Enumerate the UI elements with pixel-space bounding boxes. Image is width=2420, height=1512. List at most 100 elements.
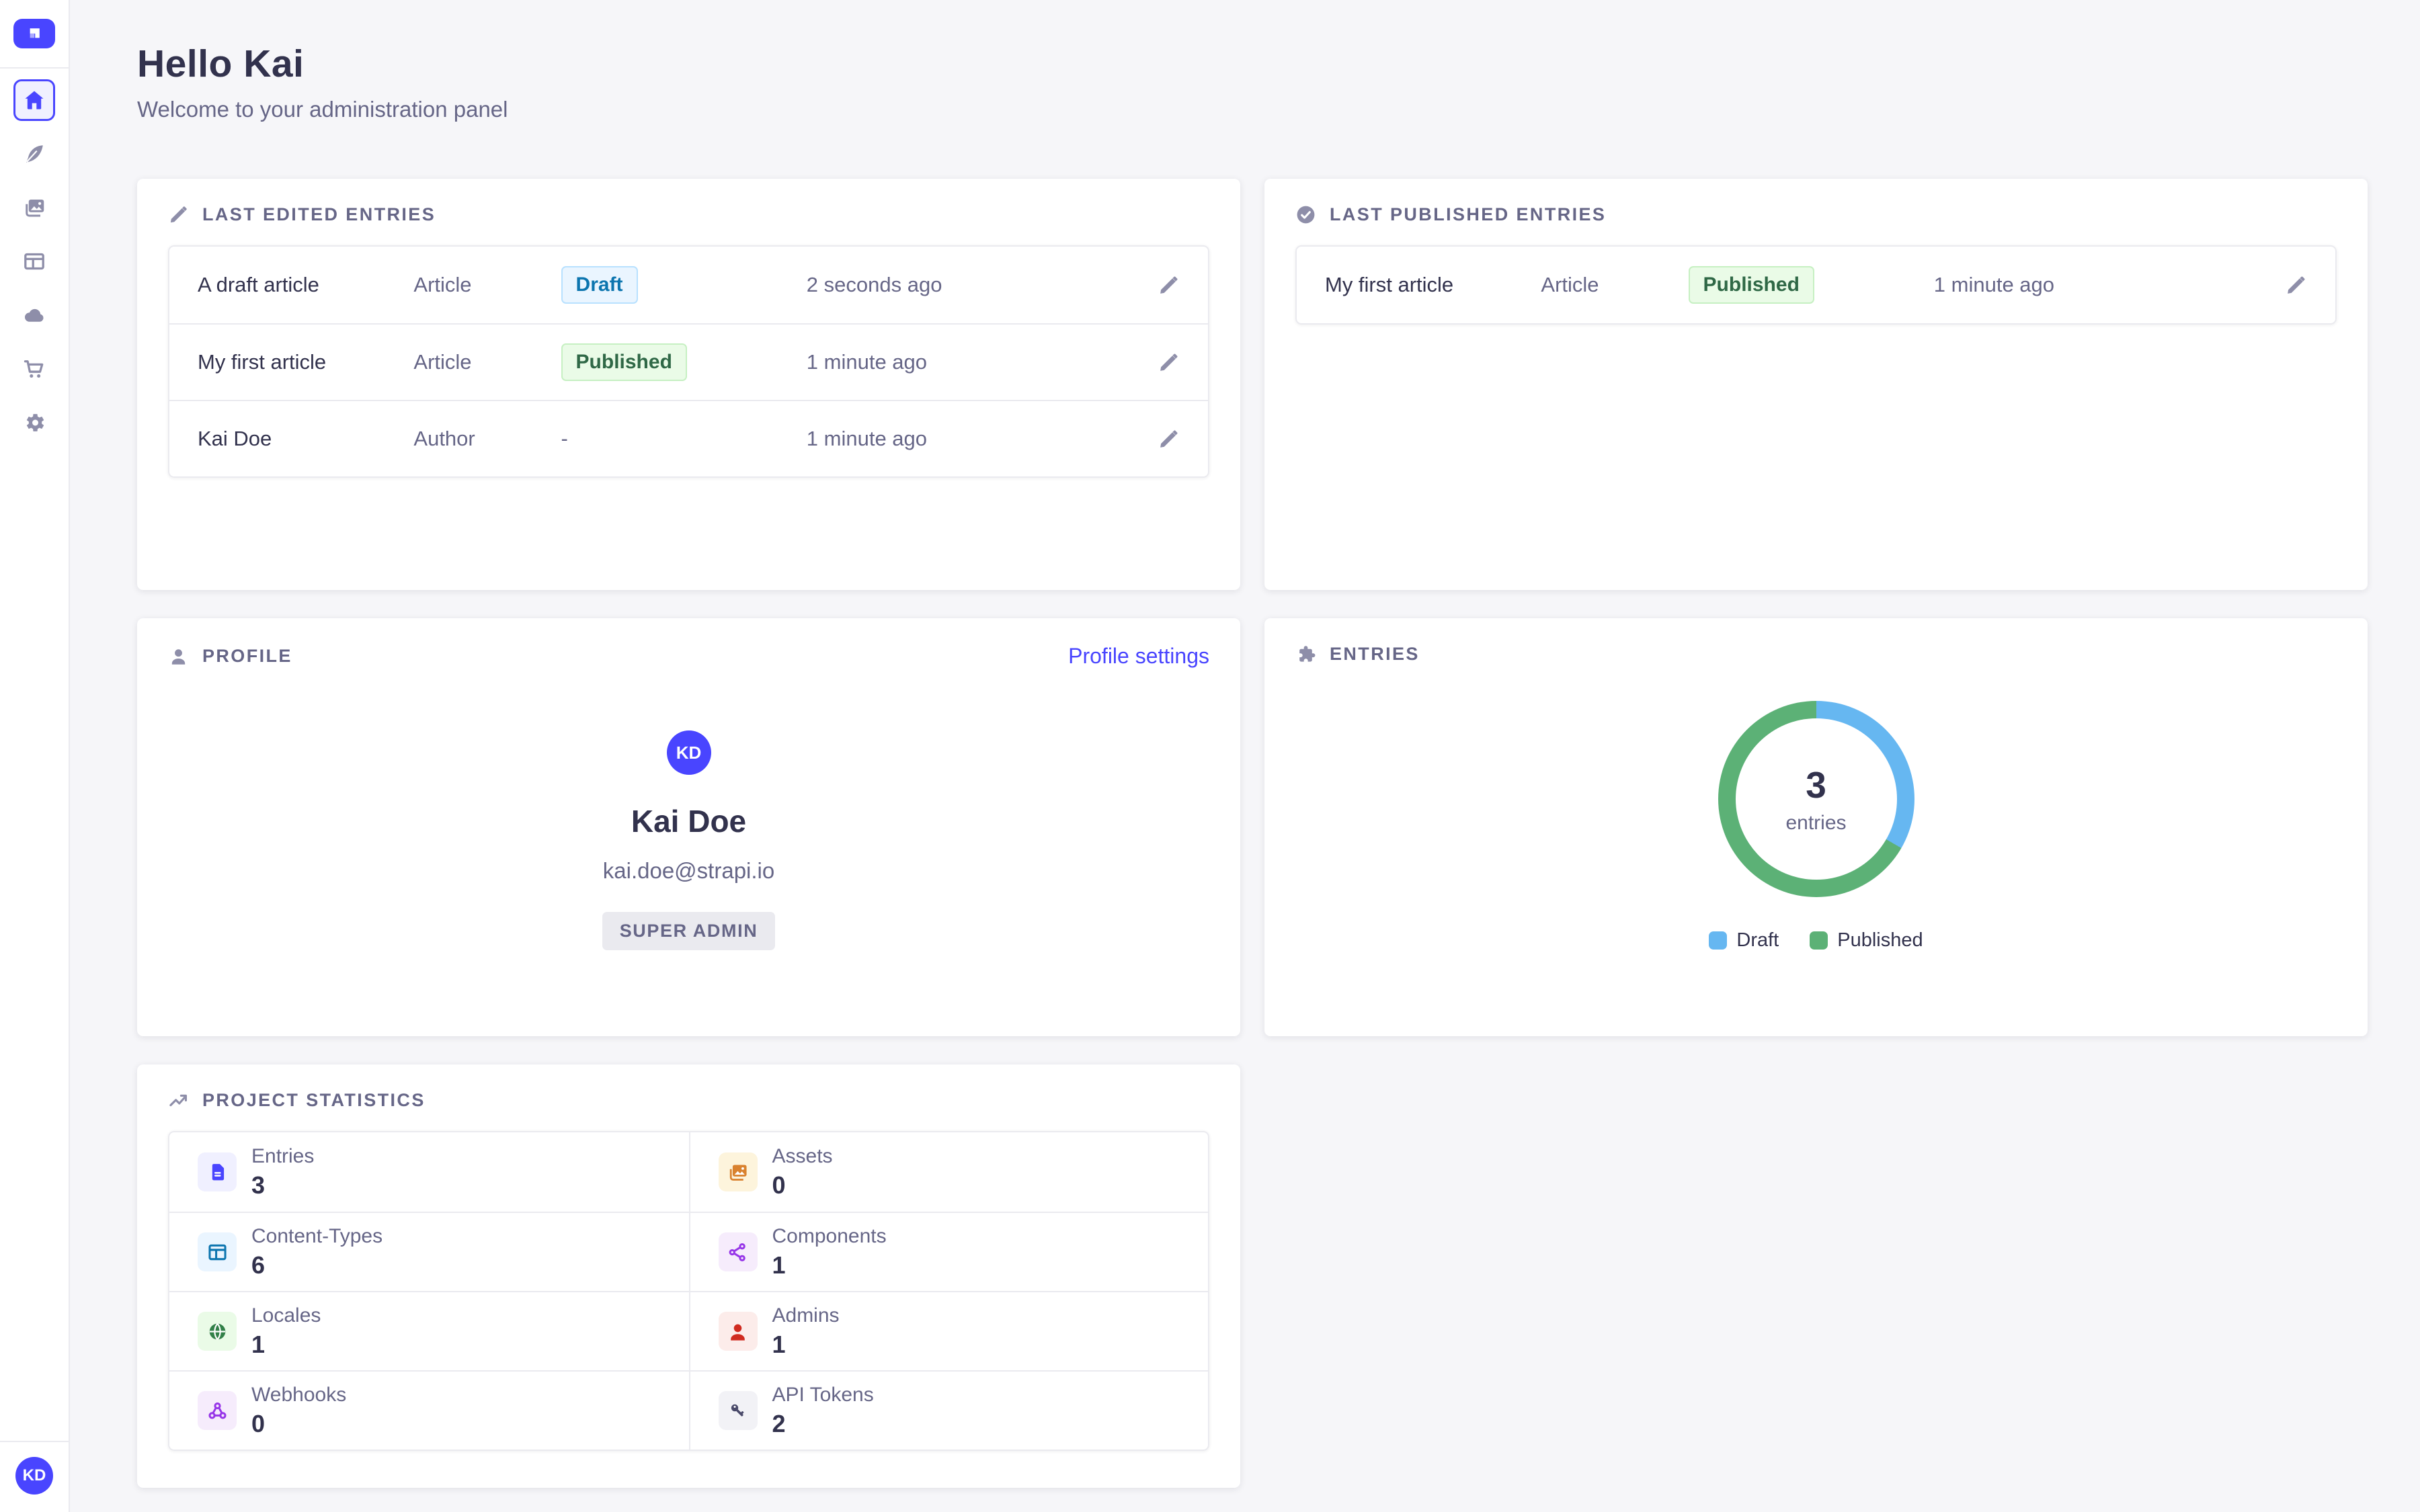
status-badge: Published [561, 343, 687, 381]
profile-name: Kai Doe [631, 804, 747, 839]
stat-assets: Assets 0 [688, 1132, 1209, 1212]
check-circle-icon [1297, 206, 1315, 224]
card-header: ENTRIES [1295, 644, 2337, 665]
stat-label: API Tokens [772, 1383, 874, 1406]
stat-webhooks: Webhooks 0 [169, 1370, 689, 1450]
user-icon [718, 1312, 758, 1351]
status-badge: Draft [561, 266, 638, 304]
status-empty: - [561, 427, 568, 450]
user-avatar[interactable]: KD [15, 1457, 53, 1495]
key-icon [718, 1391, 758, 1430]
webhook-icon [198, 1391, 237, 1430]
nodes-icon [718, 1232, 758, 1271]
last-published-entries-card: LAST PUBLISHED ENTRIES My first article … [1264, 179, 2368, 590]
profile-email: kai.doe@strapi.io [602, 858, 775, 883]
profile-avatar: KD [666, 730, 711, 775]
images-icon [26, 200, 44, 217]
table-row[interactable]: Kai Doe Author - 1 minute ago [169, 400, 1208, 476]
stat-content-types: Content-Types 6 [169, 1212, 689, 1291]
sidebar-item-settings[interactable] [13, 402, 55, 444]
entry-name: My first article [1325, 273, 1454, 296]
sidebar-divider [0, 67, 69, 69]
entries-unit: entries [1785, 812, 1847, 834]
card-header: PROFILE Profile settings [168, 644, 1209, 669]
stat-components: Components 1 [688, 1212, 1208, 1291]
profile-settings-link[interactable]: Profile settings [1068, 644, 1209, 668]
stat-api-tokens: API Tokens 2 [688, 1370, 1208, 1450]
sidebar-item-content-type-builder[interactable] [13, 241, 55, 282]
stat-entries: Entries 3 [169, 1132, 689, 1212]
edit-entry-button[interactable] [1158, 351, 1180, 374]
sidebar-nav [13, 79, 55, 444]
stat-label: Content-Types [251, 1224, 383, 1247]
pencil-icon [2288, 276, 2305, 294]
strapi-logo[interactable] [13, 19, 55, 48]
card-header: PROJECT STATISTICS [168, 1090, 1209, 1111]
entries-card: ENTRIES 3 entries Draft Publis [1264, 618, 2368, 1036]
stat-label: Components [772, 1224, 887, 1247]
sidebar-footer-divider [0, 1441, 69, 1442]
legend-label: Published [1837, 929, 1923, 951]
legend-swatch [1810, 931, 1828, 950]
entry-name: A draft article [198, 273, 319, 296]
puzzle-icon [1299, 646, 1316, 662]
images-icon [718, 1152, 758, 1191]
page-title: Hello Kai [137, 42, 305, 85]
legend-label: Draft [1736, 929, 1779, 951]
page-subtitle: Welcome to your administration panel [137, 97, 508, 122]
sidebar-item-media-library[interactable] [13, 187, 55, 228]
layout-icon [198, 1232, 237, 1271]
document-icon [198, 1152, 237, 1191]
legend-swatch [1709, 931, 1728, 950]
pencil-icon [1160, 276, 1178, 294]
sidebar-footer: KD [0, 1441, 69, 1512]
cart-icon [24, 360, 44, 378]
cloud-icon [24, 308, 44, 322]
table-row[interactable]: A draft article Article Draft 2 seconds … [169, 247, 1208, 323]
sidebar: KD [0, 0, 70, 1512]
dashboard-grid: LAST EDITED ENTRIES A draft article Arti… [137, 179, 2368, 1488]
gear-icon [26, 414, 44, 431]
edit-entry-button[interactable] [1158, 274, 1180, 296]
stat-label: Locales [251, 1304, 321, 1327]
status-badge: Published [1688, 266, 1814, 304]
chart-legend: Draft Published [1709, 929, 1923, 952]
edit-entry-button[interactable] [1158, 428, 1180, 450]
layout-icon [24, 253, 44, 270]
stat-value: 0 [251, 1409, 266, 1437]
sidebar-item-content-manager[interactable] [13, 133, 55, 175]
table-row[interactable]: My first article Article Published 1 min… [169, 323, 1208, 400]
profile-body: KD Kai Doe kai.doe@strapi.io SUPER ADMIN [168, 730, 1209, 950]
stat-locales: Locales 1 [169, 1291, 689, 1370]
pencil-icon [1160, 353, 1178, 371]
entry-time: 1 minute ago [1933, 273, 2055, 296]
entry-type: Article [413, 350, 472, 374]
home-icon [25, 91, 44, 110]
profile-card: PROFILE Profile settings KD Kai Doe kai.… [137, 618, 1240, 1036]
entry-name: My first article [198, 350, 327, 374]
project-statistics-card: PROJECT STATISTICS Entries 3 [137, 1064, 1240, 1488]
sidebar-item-cloud[interactable] [13, 294, 55, 336]
stat-value: 1 [772, 1330, 786, 1358]
legend-item-draft: Draft [1709, 929, 1779, 952]
card-header: LAST PUBLISHED ENTRIES [1295, 204, 2337, 225]
sidebar-item-home[interactable] [13, 79, 55, 121]
trending-up-icon [169, 1094, 188, 1107]
stats-table: Entries 3 Assets [168, 1131, 1209, 1451]
entry-type: Article [413, 273, 472, 296]
table-row[interactable]: My first article Article Published 1 min… [1297, 247, 2335, 323]
feather-icon [26, 145, 43, 163]
last-edited-table: A draft article Article Draft 2 seconds … [168, 245, 1209, 478]
entry-name: Kai Doe [198, 427, 272, 450]
stat-label: Admins [772, 1304, 840, 1327]
sidebar-item-marketplace[interactable] [13, 348, 55, 390]
main-content: Hello Kai Welcome to your administration… [70, 0, 2420, 1488]
stat-value: 6 [251, 1251, 266, 1279]
stat-value: 0 [772, 1171, 786, 1199]
stat-value: 3 [251, 1171, 266, 1199]
globe-icon [198, 1312, 237, 1351]
strapi-logo-icon [30, 28, 40, 38]
edit-entry-button[interactable] [2285, 274, 2307, 296]
entry-time: 1 minute ago [806, 427, 928, 450]
card-title: PROFILE [202, 646, 292, 666]
